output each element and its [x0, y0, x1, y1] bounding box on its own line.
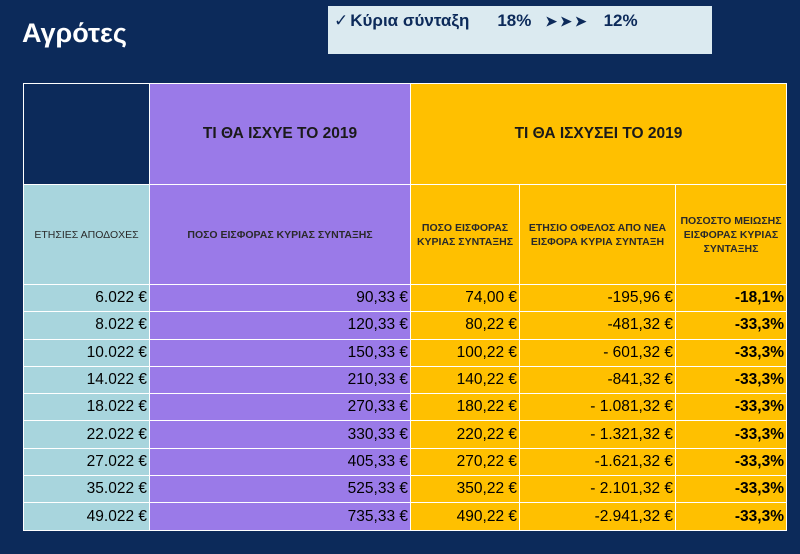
income-cell: 14.022 € [23, 365, 150, 395]
table-row: 35.022 €525,33 €350,22 € - 2.101,32 € -33,… [23, 475, 787, 504]
income-cell: 6.022 € [23, 283, 150, 313]
table-row: 18.022 €270,33 €180,22 € - 1.081,32 € -33,… [23, 393, 787, 422]
annual-benefit-cell: -2.941,32 € [519, 502, 676, 531]
reduction-percent-cell: -33,3% [675, 502, 787, 531]
new-contribution-cell: 490,22 € [410, 502, 520, 531]
annual-benefit-cell: -841,32 € [519, 365, 676, 395]
income-cell: 10.022 € [23, 338, 150, 367]
current-contribution-cell: 405,33 € [149, 447, 411, 477]
reduction-percent-cell: -18,1% [675, 283, 787, 313]
reduction-percent-cell: -33,3% [675, 420, 787, 449]
income-cell: 27.022 € [23, 447, 150, 477]
new-contribution-cell: 180,22 € [410, 393, 520, 422]
current-contribution-cell: 735,33 € [149, 502, 411, 531]
annual-benefit-cell: - 2.101,32 € [519, 475, 676, 504]
group-header-current: ΤΙ ΘΑ ΙΣΧΥΕ ΤΟ 2019 [149, 83, 411, 185]
group-header-row: ΤΙ ΘΑ ΙΣΧΥΕ ΤΟ 2019 ΤΙ ΘΑ ΙΣΧΥΣΕΙ ΤΟ 201… [23, 83, 787, 185]
new-contribution-cell: 140,22 € [410, 365, 520, 395]
new-contribution-cell: 74,00 € [410, 283, 520, 313]
callout-old-rate: 18% [497, 11, 532, 30]
new-contribution-cell: 100,22 € [410, 338, 520, 367]
callout-new-rate: 12% [603, 11, 638, 30]
slide-title: Αγρότες [22, 18, 127, 48]
current-contribution-cell: 525,33 € [149, 475, 411, 504]
current-contribution-cell: 330,33 € [149, 420, 411, 449]
column-header-income: ΕΤΗΣΙΕΣ ΑΠΟΔΟΧΕΣ [23, 184, 150, 285]
annual-benefit-cell: -195,96 € [519, 283, 676, 313]
current-contribution-cell: 270,33 € [149, 393, 411, 422]
income-cell: 18.022 € [23, 393, 150, 422]
new-contribution-cell: 220,22 € [410, 420, 520, 449]
pension-rate-callout: ✓ Κύρια σύνταξη 18% ➤➤➤ 12% [328, 6, 712, 54]
annual-benefit-cell: -1.621,32 € [519, 447, 676, 477]
table-row: 6.022 €90,33 €74,00 € -195,96 € -18,1% [23, 283, 787, 313]
income-cell: 49.022 € [23, 502, 150, 531]
income-cell: 22.022 € [23, 420, 150, 449]
current-contribution-cell: 210,33 € [149, 365, 411, 395]
contribution-table: ΤΙ ΘΑ ΙΣΧΥΕ ΤΟ 2019 ΤΙ ΘΑ ΙΣΧΥΣΕΙ ΤΟ 201… [23, 83, 787, 531]
callout-label: Κύρια σύνταξη [350, 11, 470, 30]
table-row: 27.022 €405,33 €270,22 € -1.621,32 € -33,3… [23, 447, 787, 477]
current-contribution-cell: 90,33 € [149, 283, 411, 313]
column-header-row: ΕΤΗΣΙΕΣ ΑΠΟΔΟΧΕΣ ΠΟΣΟ ΕΙΣΦΟΡΑΣ ΚΥΡΙΑΣ ΣΥ… [23, 184, 787, 285]
table-row: 22.022 €330,33 €220,22 € - 1.321,32 € -33,… [23, 420, 787, 449]
reduction-percent-cell: -33,3% [675, 475, 787, 504]
current-contribution-cell: 120,33 € [149, 311, 411, 340]
annual-benefit-cell: -481,32 € [519, 311, 676, 340]
reduction-percent-cell: -33,3% [675, 338, 787, 367]
group-header-new: ΤΙ ΘΑ ΙΣΧΥΣΕΙ ΤΟ 2019 [410, 83, 787, 185]
reduction-percent-cell: -33,3% [675, 311, 787, 340]
table-row: 8.022 €120,33 €80,22 € -481,32 € -33,3% [23, 311, 787, 340]
column-header-reduction-percent: ΠΟΣΟΣΤΟ ΜΕΙΩΣΗΣ ΕΙΣΦΟΡΑΣ ΚΥΡΙΑΣ ΣΥΝΤΑΞΗΣ [675, 184, 787, 285]
annual-benefit-cell: - 1.321,32 € [519, 420, 676, 449]
table-row: 10.022 €150,33 €100,22 € - 601,32 € -33,3% [23, 338, 787, 367]
column-header-new-contribution: ΠΟΣΟ ΕΙΣΦΟΡΑΣ ΚΥΡΙΑΣ ΣΥΝΤΑΞΗΣ [410, 184, 520, 285]
new-contribution-cell: 270,22 € [410, 447, 520, 477]
arrow-right-icon: ➤➤➤ [545, 13, 590, 29]
reduction-percent-cell: -33,3% [675, 393, 787, 422]
annual-benefit-cell: - 601,32 € [519, 338, 676, 367]
table-row: 49.022 €735,33 €490,22 € -2.941,32 € -33,3… [23, 502, 787, 531]
reduction-percent-cell: -33,3% [675, 365, 787, 395]
income-cell: 35.022 € [23, 475, 150, 504]
check-icon: ✓ [334, 11, 349, 30]
new-contribution-cell: 80,22 € [410, 311, 520, 340]
current-contribution-cell: 150,33 € [149, 338, 411, 367]
column-header-annual-benefit: ΕΤΗΣΙΟ ΟΦΕΛΟΣ ΑΠΟ ΝΕΑ ΕΙΣΦΟΡΑ ΚΥΡΙΑ ΣΥΝΤ… [519, 184, 676, 285]
income-cell: 8.022 € [23, 311, 150, 340]
reduction-percent-cell: -33,3% [675, 447, 787, 477]
new-contribution-cell: 350,22 € [410, 475, 520, 504]
table-row: 14.022 €210,33 €140,22 € -841,32 € -33,3% [23, 365, 787, 395]
column-header-current-contribution: ΠΟΣΟ ΕΙΣΦΟΡΑΣ ΚΥΡΙΑΣ ΣΥΝΤΑΞΗΣ [149, 184, 411, 285]
annual-benefit-cell: - 1.081,32 € [519, 393, 676, 422]
corner-cell [23, 83, 150, 185]
